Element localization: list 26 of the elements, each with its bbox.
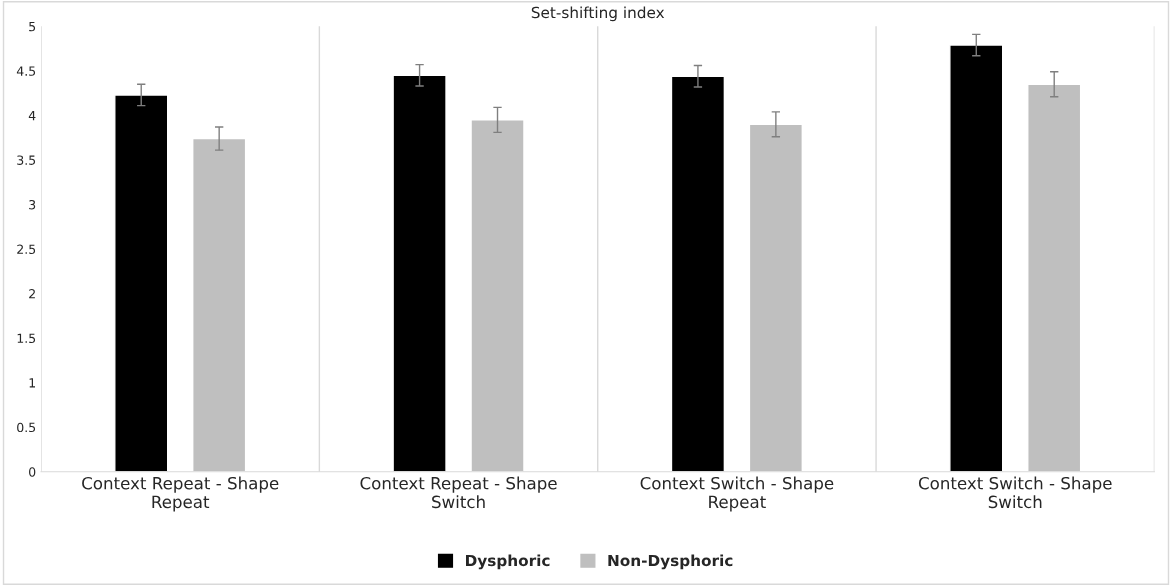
y-tick-label: 4.5 [16, 66, 36, 76]
x-tick-label: Context Repeat - Shape Switch [360, 476, 557, 509]
y-tick-label: 2 [29, 289, 35, 299]
legend-label: Dysphoric [466, 554, 550, 570]
y-tick-label: 1 [29, 378, 35, 388]
y-tick-label: 0 [29, 467, 36, 477]
chart-title: Set-shifting index [531, 6, 665, 22]
y-tick-label: 2.5 [17, 244, 36, 254]
y-tick-label: 0.5 [17, 422, 36, 433]
y-tick-label: 1.5 [17, 333, 36, 344]
y-tick-label: 3 [29, 199, 36, 210]
y-tick-label: 5 [29, 22, 36, 32]
bar [748, 123, 804, 472]
y-tick-label: 4 [28, 111, 36, 121]
bar [670, 75, 726, 472]
x-tick-label: Context Switch - Shape Switch [918, 476, 1112, 509]
bar [1027, 83, 1082, 472]
x-tick-label: Context Repeat - Shape Repeat [82, 476, 279, 512]
bar [470, 119, 525, 472]
y-tick-label: 3.5 [17, 155, 36, 165]
bar [192, 137, 247, 472]
legend-label: Non-Dysphoric [608, 554, 733, 570]
bar [392, 74, 447, 472]
bar [949, 44, 1004, 472]
bar [114, 94, 169, 472]
x-tick-label: Context Switch - Shape Repeat [640, 476, 834, 512]
